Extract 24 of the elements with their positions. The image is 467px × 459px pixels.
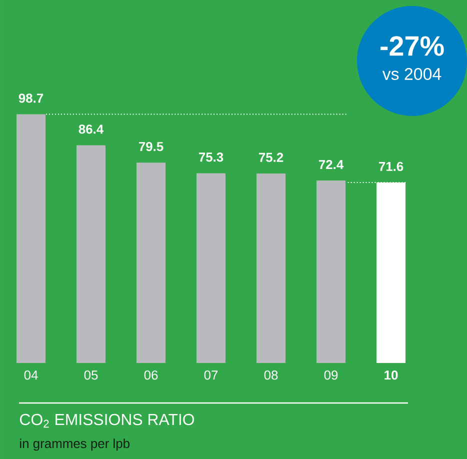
data-label: 86.4 (78, 124, 104, 134)
x-tick-label: 10 (384, 370, 398, 380)
x-tick-label: 05 (84, 370, 98, 380)
data-label: 79.5 (138, 142, 164, 152)
data-label: 98.7 (18, 94, 44, 103)
bar (76, 145, 106, 363)
text: vs 2004 (382, 68, 442, 80)
x-tick-label: 07 (204, 370, 218, 380)
bar (196, 173, 226, 363)
data-label: 75.3 (198, 152, 224, 162)
x-tick-label: 04 (24, 370, 38, 380)
bar (316, 180, 346, 363)
x-tick-label: 06 (144, 370, 158, 380)
bar (256, 173, 286, 363)
text: -27% (380, 36, 444, 56)
x-tick-label: 08 (264, 370, 278, 380)
text: CO$_{2}$ EMISSIONS RATIO (20, 414, 194, 428)
bar (136, 162, 166, 363)
x-tick-label: 09 (324, 370, 338, 380)
bar (16, 114, 46, 363)
data-label: 75.2 (258, 152, 284, 162)
data-label: 71.6 (378, 162, 404, 172)
data-label: 72.4 (318, 160, 344, 170)
text: in grammes per lpb (20, 438, 130, 451)
